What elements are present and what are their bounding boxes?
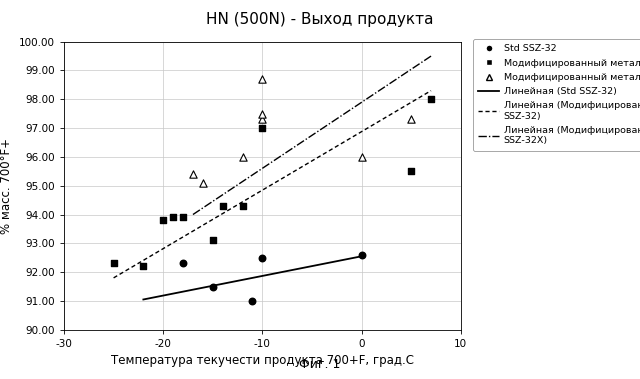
Point xyxy=(168,215,178,221)
Point xyxy=(178,260,188,266)
Point xyxy=(178,215,188,221)
Point xyxy=(257,255,268,261)
Point xyxy=(247,298,257,304)
Point xyxy=(237,203,248,209)
Point xyxy=(108,260,118,266)
Point xyxy=(406,168,417,174)
Point xyxy=(207,283,218,290)
Y-axis label: % масс. 700°F+: % масс. 700°F+ xyxy=(1,138,13,234)
Point xyxy=(257,116,268,122)
X-axis label: Температура текучести продукта 700+F, град.С: Температура текучести продукта 700+F, гр… xyxy=(111,354,414,367)
Point xyxy=(257,76,268,82)
Point xyxy=(207,237,218,243)
Point xyxy=(198,180,208,186)
Point xyxy=(237,154,248,160)
Point xyxy=(257,125,268,131)
Point xyxy=(406,116,417,122)
Point xyxy=(158,217,168,223)
Point xyxy=(138,263,148,269)
Text: Фиг. 1: Фиг. 1 xyxy=(300,359,340,371)
Point xyxy=(257,111,268,117)
Point xyxy=(218,203,228,209)
Point xyxy=(356,252,367,258)
Point xyxy=(426,96,436,102)
Point xyxy=(188,171,198,177)
Point xyxy=(356,154,367,160)
Legend: Std SSZ-32, Модифицированный металлом SSZ-32, Модифицированный металлом SSZ-32X,: Std SSZ-32, Модифицированный металлом SS… xyxy=(473,39,640,151)
Text: HN (500N) - Выход продукта: HN (500N) - Выход продукта xyxy=(206,12,434,27)
